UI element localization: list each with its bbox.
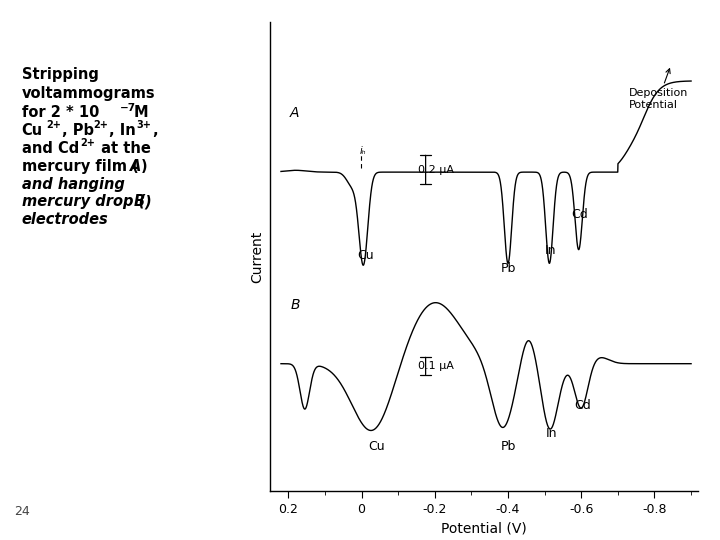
Text: 0.2 μA: 0.2 μA — [418, 165, 454, 175]
Text: A: A — [130, 159, 142, 174]
Text: M: M — [133, 105, 148, 120]
Text: and Cd: and Cd — [22, 141, 79, 156]
Text: −7: −7 — [120, 103, 135, 113]
Text: Cu: Cu — [368, 440, 384, 454]
Text: voltammograms: voltammograms — [22, 86, 156, 102]
Text: electrodes: electrodes — [22, 212, 108, 227]
Text: at the: at the — [96, 141, 150, 156]
Text: In: In — [544, 244, 556, 257]
Text: 0.1 μA: 0.1 μA — [418, 361, 454, 371]
Text: 2+: 2+ — [81, 138, 96, 149]
Text: 24: 24 — [14, 505, 30, 518]
Text: Pb: Pb — [500, 262, 516, 275]
Text: ): ) — [144, 194, 150, 210]
Text: and hanging: and hanging — [22, 177, 125, 192]
Text: Cu: Cu — [22, 123, 42, 138]
Text: 2+: 2+ — [46, 120, 61, 131]
Text: , In: , In — [109, 123, 136, 138]
Text: Pb: Pb — [500, 440, 516, 454]
Text: Stripping: Stripping — [22, 68, 99, 83]
Text: A: A — [290, 106, 300, 120]
Text: Cd: Cd — [571, 208, 588, 221]
Text: In: In — [546, 427, 558, 440]
Text: mercury drop (: mercury drop ( — [22, 194, 145, 210]
Text: Cu: Cu — [357, 249, 374, 262]
Y-axis label: Current: Current — [251, 231, 264, 282]
X-axis label: Potential (V): Potential (V) — [441, 522, 527, 536]
Text: mercury film (: mercury film ( — [22, 159, 138, 174]
Text: B: B — [133, 194, 144, 210]
Text: ): ) — [141, 159, 148, 174]
Text: iₕ: iₕ — [360, 146, 366, 156]
Text: Deposition
Potential: Deposition Potential — [629, 69, 688, 110]
Text: for 2 * 10: for 2 * 10 — [22, 105, 99, 120]
Text: B: B — [290, 298, 300, 312]
Text: 3+: 3+ — [137, 120, 152, 131]
Text: ,: , — [153, 123, 158, 138]
Text: 2+: 2+ — [94, 120, 109, 131]
Text: Cd: Cd — [575, 399, 591, 413]
Text: , Pb: , Pb — [62, 123, 94, 138]
